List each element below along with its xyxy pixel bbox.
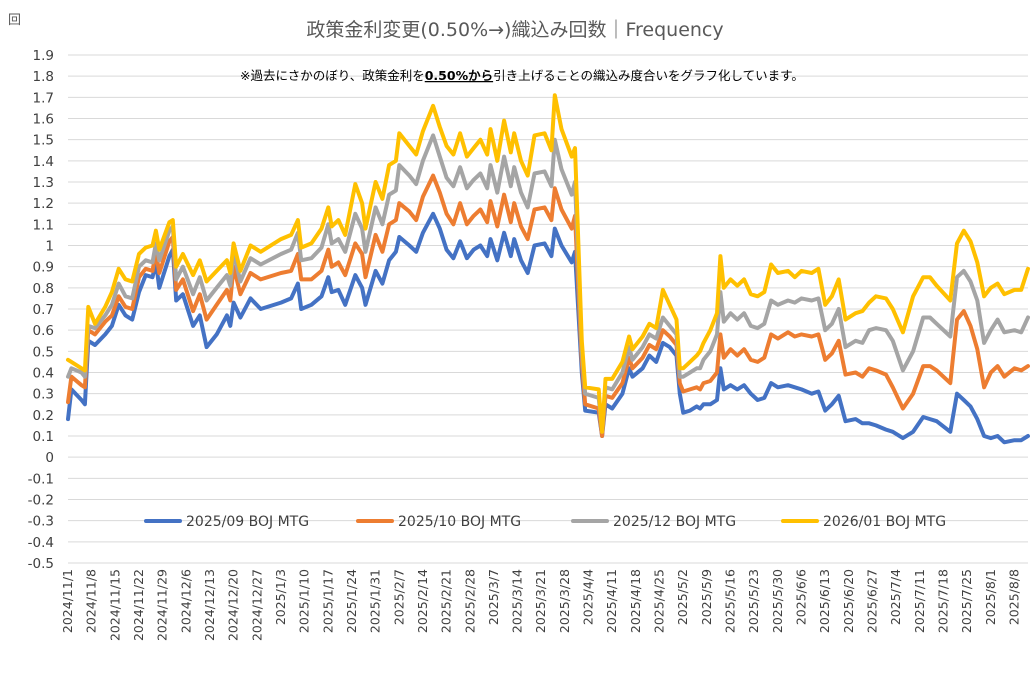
y-tick-label: 0.9 [33, 260, 54, 276]
legend: 2025/09 BOJ MTG 2025/10 BOJ MTG 2025/12 BO… [144, 514, 946, 530]
x-tick-label: 2025/7/4 [888, 569, 903, 625]
x-tick-label: 2025/5/2 [675, 569, 690, 625]
x-tick-label: 2025/3/28 [557, 569, 572, 633]
y-tick-label: 0.1 [33, 429, 54, 445]
chart-note-highlight: 0.50%から [425, 68, 493, 83]
y-tick-label: 1.2 [33, 196, 54, 212]
x-tick-label: 2025/6/13 [817, 569, 832, 633]
x-tick-label: 2025/1/31 [368, 569, 383, 633]
x-tick-label: 2025/7/25 [959, 569, 974, 633]
y-tick-label: 0 [45, 450, 54, 466]
x-tick-label: 2025/4/4 [581, 569, 596, 625]
x-tick-label: 2024/12/20 [226, 569, 241, 641]
y-tick-label: 1.5 [33, 133, 54, 149]
x-tick-label: 2024/11/15 [107, 569, 122, 641]
chart-title: 政策金利変更(0.50%→)織込み回数｜Frequency [306, 19, 723, 41]
x-tick-label: 2025/3/21 [533, 569, 548, 633]
y-tick-label: 0.4 [33, 366, 54, 382]
y-tick-label: 1.7 [33, 90, 54, 106]
x-tick-label: 2024/11/29 [155, 569, 170, 641]
series-line-1 [66, 211, 1030, 445]
series-lines [66, 93, 1030, 445]
x-tick-label: 2025/2/28 [462, 569, 477, 633]
y-tick-label: 0.7 [33, 302, 54, 318]
chart-note-suffix: 引き上げることの織込み度合いをグラフ化しています。 [493, 68, 804, 83]
y-tick-label: -0.3 [28, 514, 54, 530]
y-tick-label: 0.8 [33, 281, 54, 297]
x-tick-label: 2024/11/22 [131, 569, 146, 641]
x-tick-label: 2025/8/1 [983, 569, 998, 625]
legend-label: 2025/10 BOJ MTG [398, 514, 521, 530]
x-tick-label: 2025/6/20 [841, 569, 856, 633]
y-tick-label: 0.5 [33, 344, 54, 360]
legend-label: 2025/12 BOJ MTG [613, 514, 736, 530]
legend-label: 2025/09 BOJ MTG [186, 514, 309, 530]
x-tick-label: 2025/6/6 [794, 569, 809, 625]
y-tick-label: 0.2 [33, 408, 54, 424]
y-axis-ticks: 1.9 1.8 1.7 1.6 1.5 1.4 1.3 1.2 1.1 1 0.9 0.8 0.7 0.6… [28, 48, 54, 572]
x-axis-ticks: 2024/11/1 2024/11/8 2024/11/15 2024/11/22 20… [60, 569, 1021, 641]
y-tick-label: 1.1 [33, 217, 54, 233]
x-tick-label: 2025/4/18 [628, 569, 643, 633]
series-line-3 [66, 133, 1030, 434]
y-tick-label: 1.6 [33, 112, 54, 128]
y-tick-label: 1.3 [33, 175, 54, 191]
x-tick-label: 2025/1/17 [320, 569, 335, 633]
x-tick-label: 2025/5/30 [770, 569, 785, 633]
x-tick-label: 2025/2/21 [439, 569, 454, 633]
y-tick-label: -0.5 [28, 556, 54, 572]
series-line-2 [66, 173, 1030, 438]
x-tick-label: 2025/7/18 [935, 569, 950, 633]
x-tick-label: 2025/3/7 [486, 569, 501, 625]
x-tick-label: 2025/8/8 [1006, 569, 1021, 625]
series-line-4 [66, 93, 1030, 434]
x-tick-label: 2025/7/11 [912, 569, 927, 633]
x-tick-label: 2025/2/7 [391, 569, 406, 625]
x-tick-label: 2024/12/6 [178, 569, 193, 633]
x-tick-label: 2025/1/3 [273, 569, 288, 625]
x-tick-label: 2025/1/24 [344, 569, 359, 633]
x-tick-label: 2024/11/8 [84, 569, 99, 633]
y-tick-label: 0.3 [33, 387, 54, 403]
y-tick-label: -0.2 [28, 493, 54, 509]
y-tick-label: 1 [45, 239, 54, 255]
y-tick-label: 1.4 [33, 154, 54, 170]
y-tick-label: 0.6 [33, 323, 54, 339]
x-tick-label: 2025/6/27 [865, 569, 880, 633]
x-tick-label: 2025/3/14 [510, 569, 525, 633]
x-tick-label: 2025/5/9 [699, 569, 714, 625]
x-tick-label: 2025/1/10 [297, 569, 312, 633]
y-tick-label: -0.1 [28, 471, 54, 487]
x-tick-label: 2024/12/27 [249, 569, 264, 641]
y-tick-label: 1.8 [33, 69, 54, 85]
x-tick-label: 2025/4/11 [604, 569, 619, 633]
y-axis-unit: 回 [8, 13, 21, 28]
legend-label: 2026/01 BOJ MTG [823, 514, 946, 530]
x-tick-label: 2025/4/25 [652, 569, 667, 633]
x-tick-label: 2024/12/13 [202, 569, 217, 641]
chart-note: ※過去にさかのぼり、政策金利を0.50%から引き上げることの織込み度合いをグラフ… [240, 68, 804, 83]
chart-note-prefix: ※過去にさかのぼり、政策金利を [240, 68, 425, 83]
y-tick-label: 1.9 [33, 48, 54, 64]
x-tick-label: 2025/2/14 [415, 569, 430, 633]
y-tick-label: -0.4 [28, 535, 54, 551]
x-tick-label: 2024/11/1 [60, 569, 75, 633]
x-tick-label: 2025/5/23 [746, 569, 761, 633]
x-tick-label: 2025/5/16 [723, 569, 738, 633]
